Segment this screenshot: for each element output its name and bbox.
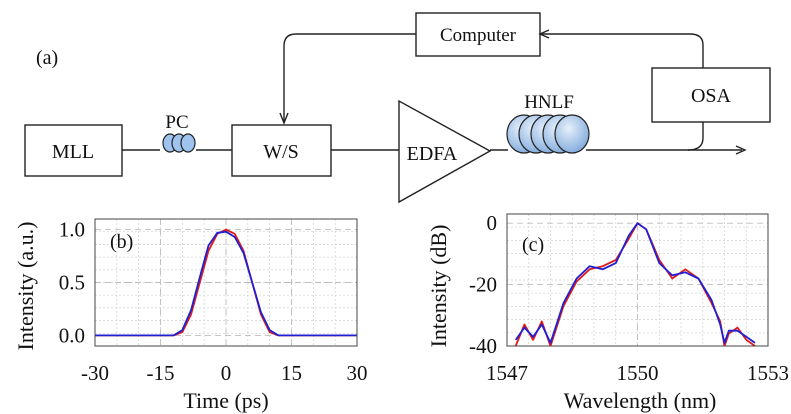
chart-c-ylabel: Intensity (dB) xyxy=(426,225,451,348)
y-tick-label: 0.0 xyxy=(59,323,85,347)
chart-b-xlabel: Time (ps) xyxy=(183,388,268,413)
computer-arrowhead xyxy=(538,29,550,39)
link-computer-ws xyxy=(283,33,416,121)
x-tick-label: 15 xyxy=(281,361,302,385)
computer-block xyxy=(415,12,541,57)
x-tick-label: 1547 xyxy=(486,361,528,385)
edfa-label: EDFA xyxy=(407,143,458,165)
output-arrowhead xyxy=(735,145,747,155)
mll-block xyxy=(24,124,123,177)
hnlf-label: HNLF xyxy=(524,92,574,113)
pc-label: PC xyxy=(165,112,188,133)
computer-label: Computer xyxy=(440,25,517,46)
y-tick-label: 1.0 xyxy=(59,218,85,242)
x-tick-label: 0 xyxy=(221,361,232,385)
edfa-amplifier xyxy=(398,99,492,204)
y-tick-label: 0.5 xyxy=(59,271,85,295)
ws-arrowhead xyxy=(279,112,289,125)
link-osa-computer xyxy=(541,33,704,68)
x-tick-label: -15 xyxy=(147,361,175,385)
hnlf-coil xyxy=(506,114,590,154)
series-line-1 xyxy=(95,228,357,337)
series-line-2 xyxy=(95,230,357,337)
chart-b-frame xyxy=(94,218,358,347)
fiber-tap-osa xyxy=(687,122,704,151)
x-tick-label: -30 xyxy=(81,361,109,385)
x-tick-label: 1550 xyxy=(617,361,659,385)
polarization-controller xyxy=(162,133,196,153)
panel-c-label: (c) xyxy=(522,234,544,256)
x-tick-label: 1553 xyxy=(747,361,789,385)
series-line-2 xyxy=(514,222,756,344)
chart-b-ylabel: Intensity (a.u.) xyxy=(13,222,38,351)
setup-diagram: (a) Computer OSA MLL W/S EDFA xyxy=(24,12,771,204)
pulse-time-chart: (b) -30 -15 0 15 30 0.0 0.5 1.0 Time (ps) Inten… xyxy=(13,218,368,413)
y-tick-label: 0 xyxy=(487,211,498,235)
chart-c-xlabel: Wavelength (nm) xyxy=(564,388,717,413)
mll-label: MLL xyxy=(52,141,94,163)
y-tick-label: -40 xyxy=(469,334,497,358)
y-tick-label: -20 xyxy=(469,273,497,297)
x-tick-label: 30 xyxy=(347,361,368,385)
osa-block xyxy=(651,67,771,123)
chart-c-frame xyxy=(506,213,769,347)
panel-b-label: (b) xyxy=(110,231,133,253)
osa-label: OSA xyxy=(691,85,732,107)
ws-label: W/S xyxy=(263,141,299,163)
panel-a-label: (a) xyxy=(36,47,58,69)
